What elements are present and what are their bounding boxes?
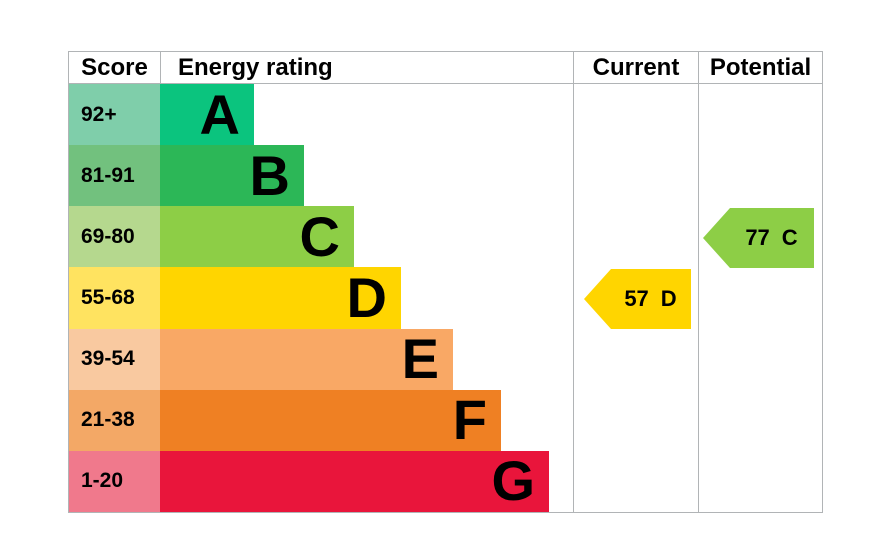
band-letter-e: E	[401, 327, 439, 391]
band-rows: 92+ A 81-91 B 69-80 C	[69, 84, 822, 512]
band-letter-b: B	[249, 143, 290, 207]
header-score: Score	[81, 54, 148, 81]
score-cell-a: 92+	[69, 84, 160, 146]
potential-rating-band: C	[781, 225, 798, 250]
band-letter-a: A	[199, 82, 240, 146]
current-rating-score: 57	[624, 286, 649, 311]
band-bar-d: D	[160, 265, 401, 329]
band-row-e: 39-54 E	[69, 327, 822, 391]
band-row-b: 81-91 B	[69, 143, 822, 207]
header-potential: Potential	[698, 52, 822, 83]
band-letter-c: C	[299, 204, 340, 268]
band-bar-f: F	[160, 388, 501, 452]
score-range-g: 1-20	[81, 469, 124, 493]
band-row-a: 92+ A	[69, 82, 822, 146]
score-cell-b: 81-91	[69, 145, 160, 207]
band-letter-d: D	[346, 265, 387, 329]
band-letter-f: F	[452, 388, 487, 452]
score-range-e: 39-54	[81, 347, 135, 371]
band-row-c: 69-80 C	[69, 204, 822, 268]
band-bar-a: A	[160, 82, 254, 146]
score-cell-c: 69-80	[69, 206, 160, 268]
score-cell-f: 21-38	[69, 389, 160, 451]
current-rating-arrow: 57 D	[584, 269, 691, 329]
band-bar-c: C	[160, 204, 354, 268]
band-bar-e: E	[160, 327, 453, 391]
header-current: Current	[573, 52, 698, 83]
band-row-g: 1-20 G	[69, 449, 822, 513]
band-letter-g: G	[491, 449, 535, 513]
divider-energy-current	[573, 84, 574, 512]
score-range-b: 81-91	[81, 163, 135, 187]
score-range-a: 92+	[81, 102, 117, 126]
epc-table: Score Energy rating Current Potential 92…	[68, 51, 823, 513]
band-bar-g: G	[160, 449, 549, 513]
potential-rating-score: 77	[745, 225, 770, 250]
score-cell-d: 55-68	[69, 267, 160, 329]
score-cell-e: 39-54	[69, 328, 160, 390]
current-rating-band: D	[660, 286, 677, 311]
band-bar-b: B	[160, 143, 304, 207]
score-range-d: 55-68	[81, 285, 135, 309]
score-range-c: 69-80	[81, 224, 135, 248]
header-energy-rating: Energy rating	[160, 52, 573, 83]
band-row-f: 21-38 F	[69, 388, 822, 452]
band-row-d: 55-68 D	[69, 265, 822, 329]
potential-rating-arrow: 77 C	[703, 208, 814, 268]
score-cell-g: 1-20	[69, 450, 160, 512]
table-header: Score Energy rating Current Potential	[69, 52, 822, 84]
score-range-f: 21-38	[81, 408, 135, 432]
divider-current-potential	[698, 84, 699, 512]
